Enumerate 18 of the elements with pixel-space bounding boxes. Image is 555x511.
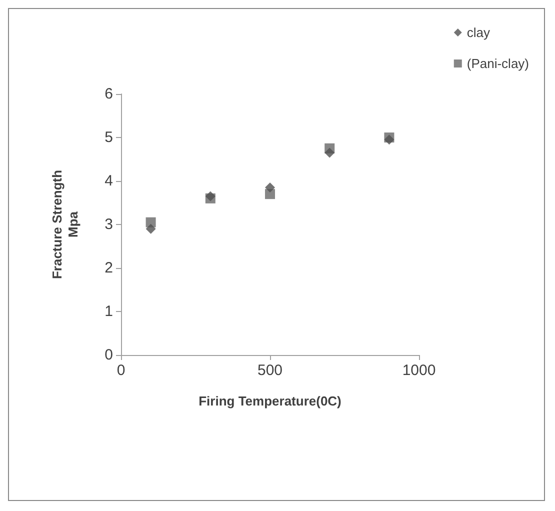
x-tick-label: 1000 <box>402 362 436 379</box>
y-tick-label: 2 <box>104 260 113 276</box>
point <box>146 224 156 234</box>
point <box>265 182 275 193</box>
y-tick-label: 1 <box>104 303 113 320</box>
y-tick-label: 6 <box>104 86 113 102</box>
y-tick-label: 5 <box>104 129 113 146</box>
x-axis-title: Firing Temperature(0C) <box>198 394 342 408</box>
y-tick-label: 3 <box>104 216 113 233</box>
legend-label: clay <box>466 25 490 40</box>
point <box>324 148 335 158</box>
x-tick-label: 0 <box>116 362 126 379</box>
x-tick-label: 500 <box>257 362 283 379</box>
point <box>384 134 394 145</box>
legend-label: (Pani-clay) <box>466 56 529 71</box>
y-tick-label: 4 <box>104 172 113 190</box>
y-tick-label: 0 <box>104 346 113 364</box>
y-axis-title: Fracture Strength Mpa <box>50 170 80 280</box>
